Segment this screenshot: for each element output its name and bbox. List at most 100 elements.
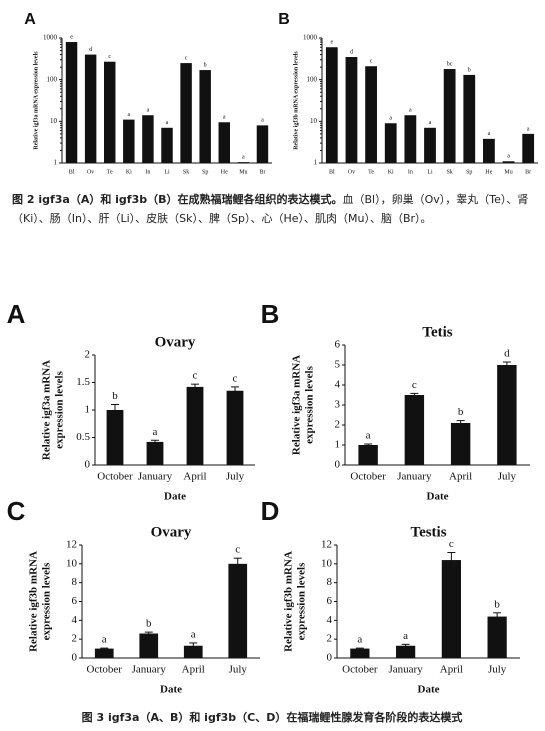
significance-letter: c: [193, 370, 198, 382]
panel-label: D: [261, 496, 280, 526]
x-tick-label: April: [182, 664, 205, 676]
x-tick-label: April: [440, 664, 463, 676]
significance-letter: a: [389, 116, 392, 122]
y-tick-label: 10: [310, 117, 318, 125]
bar: [325, 47, 338, 163]
x-tick-label: July: [229, 664, 248, 676]
x-tick-label: Mu: [504, 169, 512, 175]
y-axis-label: Relative igf3b mRNA expression levels: [293, 51, 299, 150]
x-tick-label: Bl: [329, 169, 335, 175]
bar: [365, 66, 377, 163]
x-axis-label: Date: [160, 684, 182, 696]
y-tick-label: 8: [72, 576, 78, 588]
significance-letter: a: [153, 426, 158, 438]
y-tick-label: 2: [327, 633, 333, 645]
bar: [106, 410, 124, 465]
bar: [84, 54, 97, 163]
y-tick-label: 1000: [303, 34, 318, 42]
significance-letter: a: [191, 628, 196, 640]
x-tick-label: Bl: [69, 169, 75, 175]
y-tick-label: 1: [54, 159, 58, 167]
bar: [180, 63, 192, 164]
significance-letter: a: [223, 115, 226, 121]
x-tick-label: Mu: [239, 169, 247, 175]
bar: [487, 616, 507, 658]
significance-letter: d: [350, 49, 353, 55]
y-tick-label: 0: [85, 459, 91, 471]
x-tick-label: January: [138, 471, 173, 483]
x-tick-label: Te: [107, 169, 113, 175]
y-axis-label: Relative igf3b mRNA: [28, 551, 40, 652]
panel-label: B: [278, 11, 290, 28]
y-axis-label: expression levels: [54, 370, 66, 448]
x-tick-label: Ov: [348, 169, 355, 175]
bar: [226, 390, 244, 465]
panel-label: A: [24, 11, 36, 28]
y-tick-label: 6: [335, 339, 341, 351]
y-axis-label: Relative igf3b mRNA: [283, 551, 295, 652]
y-tick-label: 0: [72, 652, 78, 664]
y-tick-label: 1: [335, 439, 341, 451]
significance-letter: e: [70, 34, 73, 40]
y-tick-label: 10: [321, 557, 333, 569]
y-tick-label: 4: [72, 614, 78, 626]
bar: [94, 648, 114, 658]
x-tick-label: Te: [368, 169, 374, 175]
significance-letter: b: [494, 598, 500, 610]
significance-letter: a: [507, 154, 510, 160]
x-tick-label: In: [145, 169, 150, 175]
y-tick-label: 10: [66, 557, 78, 569]
x-axis-label: Date: [418, 684, 440, 696]
significance-letter: a: [261, 118, 264, 124]
significance-letter: b: [112, 390, 118, 402]
bar: [186, 386, 204, 465]
x-tick-label: October: [350, 471, 386, 483]
y-tick-label: 5: [335, 359, 341, 371]
y-tick-label: 6: [72, 595, 78, 607]
bar: [65, 42, 78, 163]
x-tick-label: July: [488, 664, 507, 676]
significance-letter: a: [409, 108, 412, 114]
significance-letter: a: [488, 131, 491, 137]
significance-letter: c: [235, 544, 240, 556]
y-axis-label: expression levels: [41, 562, 53, 640]
x-tick-label: Sk: [183, 169, 189, 175]
x-tick-label: January: [132, 664, 167, 676]
significance-letter: c: [412, 379, 417, 391]
significance-letter: d: [504, 348, 510, 360]
chart-title: Ovary: [155, 334, 196, 350]
y-tick-label: 0.5: [76, 431, 90, 443]
bar: [396, 645, 416, 658]
bar: [237, 162, 250, 163]
bar: [146, 441, 164, 465]
significance-letter: a: [166, 120, 169, 126]
chart-title: Ovary: [151, 524, 192, 540]
significance-letter: a: [366, 430, 371, 442]
bar: [104, 61, 116, 163]
bar: [199, 70, 211, 163]
caption-text: 血（Bl），卵巢（Ov），睾丸（Te）、肾（Ki）、肠（In）、肝（Li）、皮肤…: [12, 193, 529, 225]
x-tick-label: Ki: [126, 169, 132, 175]
significance-letter: c: [370, 59, 373, 65]
bar: [358, 445, 378, 465]
y-tick-label: 8: [327, 576, 333, 588]
bar: [463, 74, 476, 163]
bar: [497, 365, 517, 465]
x-tick-label: January: [397, 471, 432, 483]
y-axis-label: Relative igf3a mRNA: [291, 355, 303, 455]
fig3-caption: 图 3 igf3a（A、B）和 igf3b（C、D）在福瑞鲤性腺发育各阶段的表达…: [81, 711, 463, 724]
y-tick-label: 2: [335, 419, 341, 431]
x-tick-label: April: [449, 471, 472, 483]
y-tick-label: 12: [321, 539, 332, 551]
chart-title: Tetis: [422, 324, 452, 340]
y-tick-label: 4: [335, 379, 341, 391]
y-tick-label: 1.5: [76, 376, 90, 388]
significance-letter: bc: [447, 61, 453, 67]
y-tick-label: 10: [50, 117, 58, 125]
bar: [228, 563, 248, 658]
bar: [450, 423, 471, 465]
y-tick-label: 2: [85, 349, 91, 361]
fig2-caption: 图 2 igf3a（A）和 igf3b（B）在成熟福瑞鲤各组织的表达模式。血（B…: [12, 190, 532, 228]
